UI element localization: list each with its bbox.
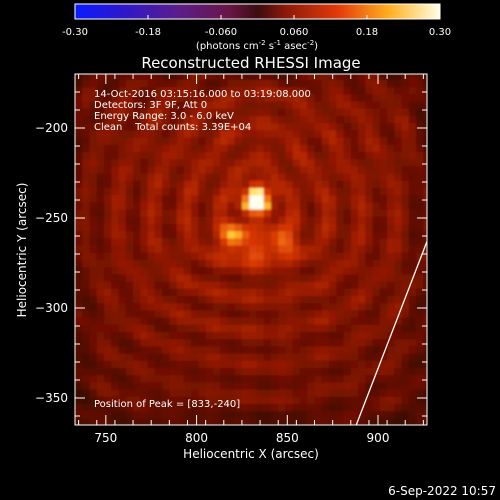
annotation-energy: Energy Range: 3.0 - 6.0 keV <box>94 111 234 122</box>
footer-date: 6-Sep-2022 10:57 <box>388 484 496 498</box>
y-tick-label: −300 <box>35 301 68 315</box>
colorbar-tick-label: 0.30 <box>429 27 451 38</box>
colorbar-tick-label: 0.18 <box>356 27 378 38</box>
chart-title: Reconstructed RHESSI Image <box>141 54 360 72</box>
y-tick-label: −250 <box>35 211 68 225</box>
colorbar-units: (photons cm-2 s-1 asec-2) <box>196 39 318 52</box>
x-tick-label: 850 <box>276 431 299 445</box>
x-axis-label: Heliocentric X (arcsec) <box>183 447 319 461</box>
x-tick-label: 750 <box>94 431 117 445</box>
annotation-time: 14-Oct-2016 03:15:16.000 to 03:19:08.000 <box>94 89 311 100</box>
y-tick-label: −350 <box>35 391 68 405</box>
annotation-peak: Position of Peak = [833,-240] <box>94 399 240 410</box>
colorbar-ticks: -0.30 -0.18 -0.060 0.060 0.18 0.30 <box>62 15 451 38</box>
colorbar-tick-label: -0.18 <box>135 27 161 38</box>
heatmap-plot <box>75 74 427 425</box>
y-tick-label: −200 <box>35 121 68 135</box>
colorbar-tick-label: -0.060 <box>205 27 237 38</box>
axis-ticks: 750 800 850 900 −200 −250 −300 −350 <box>35 73 427 445</box>
annotation-clean: Clean Total counts: 3.39E+04 <box>94 122 251 133</box>
solar-limb-line <box>355 241 427 425</box>
y-axis-label: Heliocentric Y (arcsec) <box>15 183 29 318</box>
x-tick-label: 800 <box>185 431 208 445</box>
colorbar-tick-label: -0.30 <box>62 27 88 38</box>
plot-frame <box>74 73 428 426</box>
x-tick-label: 900 <box>367 431 390 445</box>
annotation-detectors: Detectors: 3F 9F, Att 0 <box>94 100 207 111</box>
colorbar-tick-label: 0.060 <box>280 27 309 38</box>
colorbar <box>75 4 440 19</box>
